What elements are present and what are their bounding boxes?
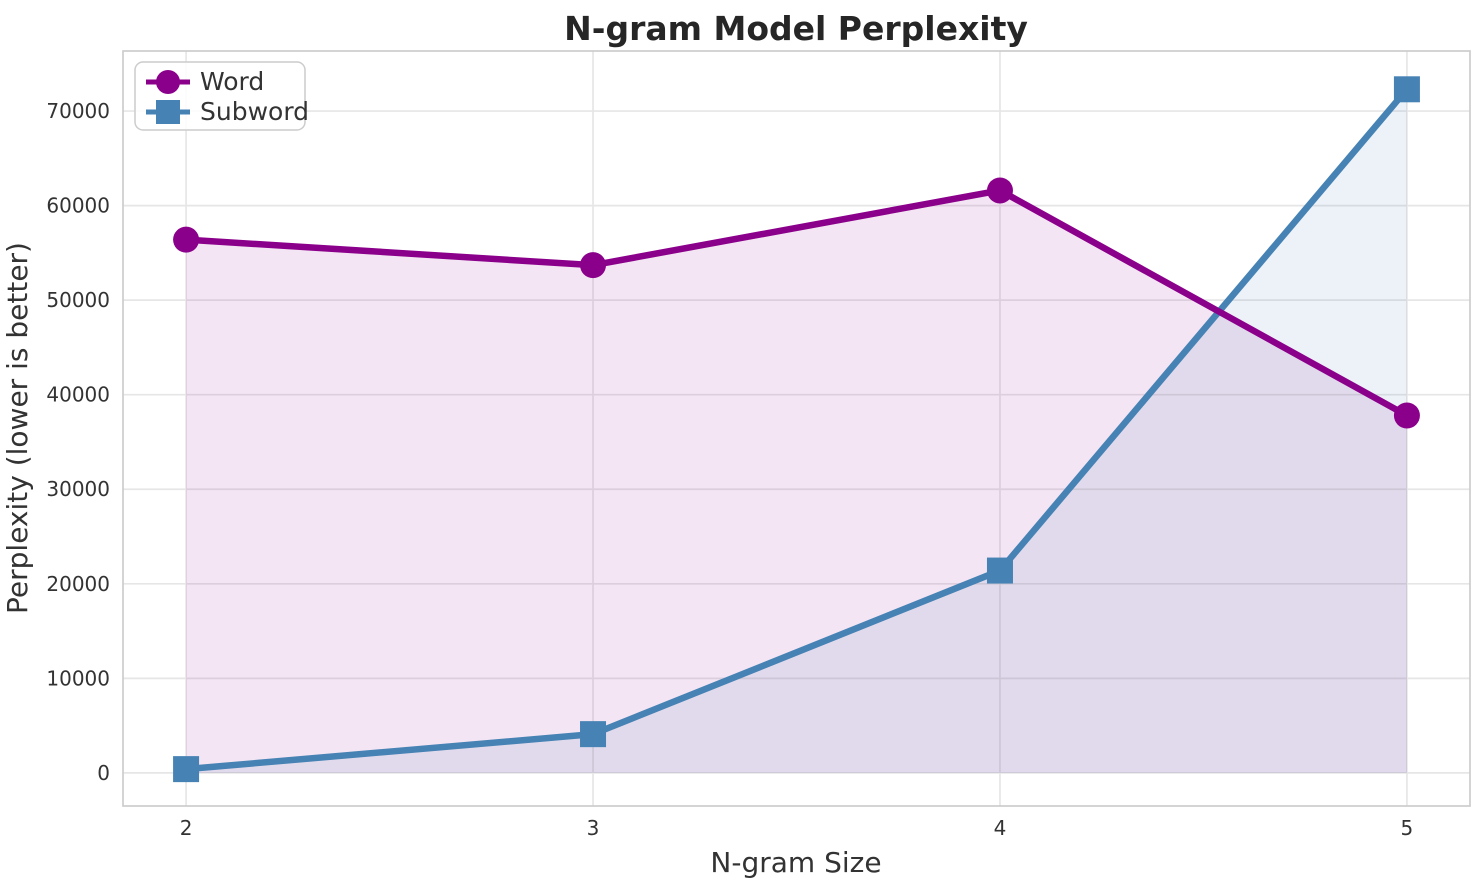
legend-entry-label: Word — [200, 67, 264, 96]
data-point-subword — [986, 557, 1013, 584]
x-tick-label: 4 — [994, 816, 1007, 840]
legend-entry-label: Subword — [200, 97, 309, 126]
series-line-subword — [182, 86, 1411, 773]
data-point-word — [1393, 402, 1420, 429]
legend-marker-square — [156, 100, 180, 124]
x-tick-label: 3 — [587, 816, 600, 840]
area-fill-subword — [186, 89, 1407, 773]
x-tick-label: 2 — [180, 816, 193, 840]
y-tick-label: 50000 — [46, 288, 110, 312]
y-tick-label: 70000 — [46, 99, 110, 123]
y-axis-label: Perplexity (lower is better) — [1, 242, 34, 614]
series-line-word — [182, 187, 1411, 419]
x-tick-label: 5 — [1401, 816, 1414, 840]
legend-marker-circle — [156, 70, 180, 94]
plot-border — [122, 50, 1471, 807]
area-fill-word — [186, 190, 1407, 773]
area-fill-layer — [186, 89, 1407, 773]
y-tick-label: 30000 — [46, 477, 110, 501]
series-line-layer — [182, 86, 1411, 773]
data-point-subword — [580, 721, 607, 748]
x-axis-label: N-gram Size — [710, 846, 881, 879]
data-marker-layer — [173, 76, 1420, 783]
data-point-word — [173, 226, 200, 253]
y-tick-label: 0 — [97, 761, 110, 785]
grid-layer — [123, 51, 1470, 806]
tick-label-layer: 0 10000 20000 30000 40000 50000 60000 70000 2 3 4 5 — [46, 99, 1413, 840]
y-tick-label: 60000 — [46, 194, 110, 218]
chart-title: N-gram Model Perplexity — [564, 9, 1028, 48]
y-tick-label: 10000 — [46, 666, 110, 690]
data-point-word — [580, 252, 607, 279]
y-tick-label: 40000 — [46, 383, 110, 407]
data-point-word — [986, 177, 1013, 204]
y-tick-label: 20000 — [46, 572, 110, 596]
data-point-subword — [173, 756, 200, 783]
data-point-subword — [1393, 76, 1420, 103]
